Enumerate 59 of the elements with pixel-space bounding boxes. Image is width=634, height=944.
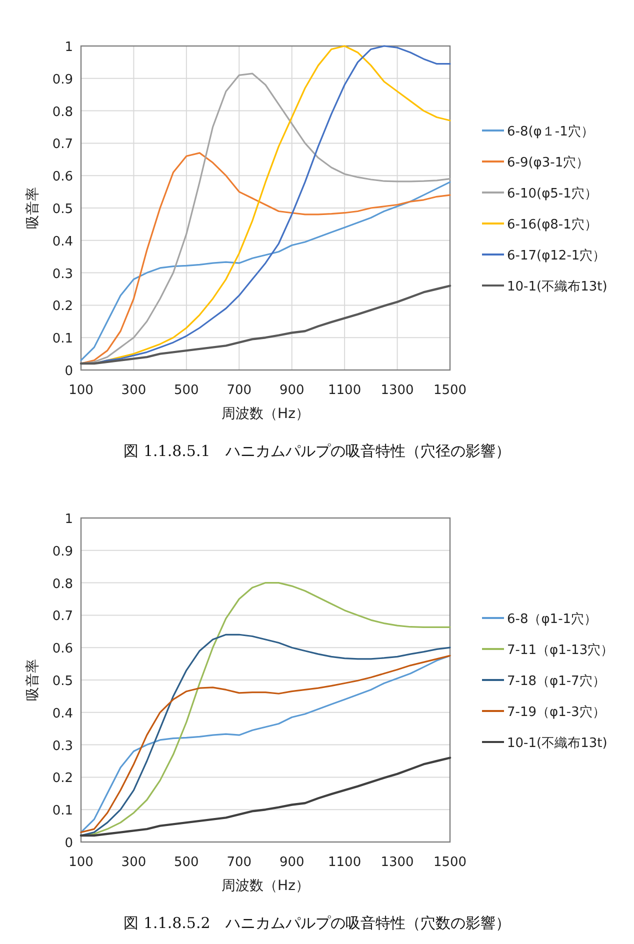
x-tick-label: 100: [68, 855, 94, 870]
legend-label: 7-11（φ1-13穴）: [507, 643, 614, 658]
x-axis-title: 周波数（Hz）: [222, 878, 310, 894]
line-series: [80, 152, 451, 364]
x-tick-label: 700: [226, 855, 252, 870]
y-tick-label: 0.6: [52, 170, 73, 185]
y-tick-label: 0.3: [52, 738, 73, 754]
y-tick-label: 0.4: [52, 234, 73, 250]
y-tick-label: 0.1: [52, 804, 73, 819]
x-tick-label: 500: [174, 855, 199, 870]
legend-label: 7-18（φ1-7穴）: [507, 674, 606, 689]
line-series: [80, 756, 452, 837]
y-tick-label: 0.5: [52, 202, 73, 217]
x-tick-label: 100: [68, 383, 94, 398]
x-tick-label: 1300: [380, 383, 414, 398]
y-tick-label: 1: [64, 40, 73, 55]
x-tick-label: 900: [279, 383, 304, 398]
line-series: [80, 284, 452, 365]
legend-label: 6-9(φ3-1穴）: [507, 156, 590, 170]
legend-label: 6-8（φ1-1穴）: [507, 612, 598, 627]
y-tick-label: 0: [64, 836, 73, 851]
y-axis-title: 吸音率: [25, 659, 41, 701]
legend-label: 10-1(不織布13t): [507, 280, 608, 294]
y-tick-label: 0.2: [52, 771, 73, 786]
y-tick-label: 0.9: [52, 544, 73, 560]
y-tick-label: 1: [64, 512, 73, 527]
x-tick-label: 900: [279, 855, 304, 870]
y-tick-label: 0.3: [52, 266, 73, 282]
x-tick-label: 1100: [328, 383, 362, 398]
y-tick-label: 0.7: [52, 137, 73, 152]
legend-label: 6-10(φ5-1穴）: [507, 186, 598, 202]
y-axis-title: 吸音率: [25, 187, 41, 229]
y-tick-label: 0.1: [52, 332, 73, 347]
x-tick-label: 1500: [433, 383, 467, 398]
x-tick-label: 700: [226, 383, 252, 398]
legend-label: 7-19（φ1-3穴）: [507, 705, 606, 720]
legend-label: 10-1(不織布13t): [507, 736, 608, 751]
caption: 図 1.1.8.5.2 ハニカムパルプの吸音特性（穴数の影響）: [124, 914, 510, 932]
x-tick-label: 1500: [433, 855, 467, 870]
line-series: [80, 181, 451, 362]
legend-label: 6-16(φ8-1穴）: [507, 218, 598, 232]
x-tick-label: 500: [174, 383, 199, 398]
legend-label: 6-8(φ１-1穴）: [507, 124, 594, 140]
x-axis-title: 周波数（Hz）: [222, 406, 310, 422]
y-tick-label: 0.7: [52, 609, 73, 624]
y-tick-label: 0.9: [52, 72, 73, 88]
y-tick-label: 0.8: [52, 576, 73, 592]
x-tick-label: 1100: [328, 855, 362, 870]
caption: 図 1.1.8.5.1 ハニカムパルプの吸音特性（穴径の影響）: [124, 442, 510, 460]
y-tick-label: 0.5: [52, 674, 73, 689]
y-tick-label: 0.6: [52, 642, 73, 657]
y-tick-label: 0.4: [52, 706, 73, 722]
x-tick-label: 1300: [380, 855, 414, 870]
y-tick-label: 0.2: [52, 299, 73, 314]
x-tick-label: 300: [121, 855, 146, 870]
y-tick-label: 0.8: [52, 104, 73, 120]
y-tick-label: 0: [64, 364, 73, 379]
x-tick-label: 300: [121, 383, 146, 398]
legend-label: 6-17(φ12-1穴）: [507, 248, 606, 264]
